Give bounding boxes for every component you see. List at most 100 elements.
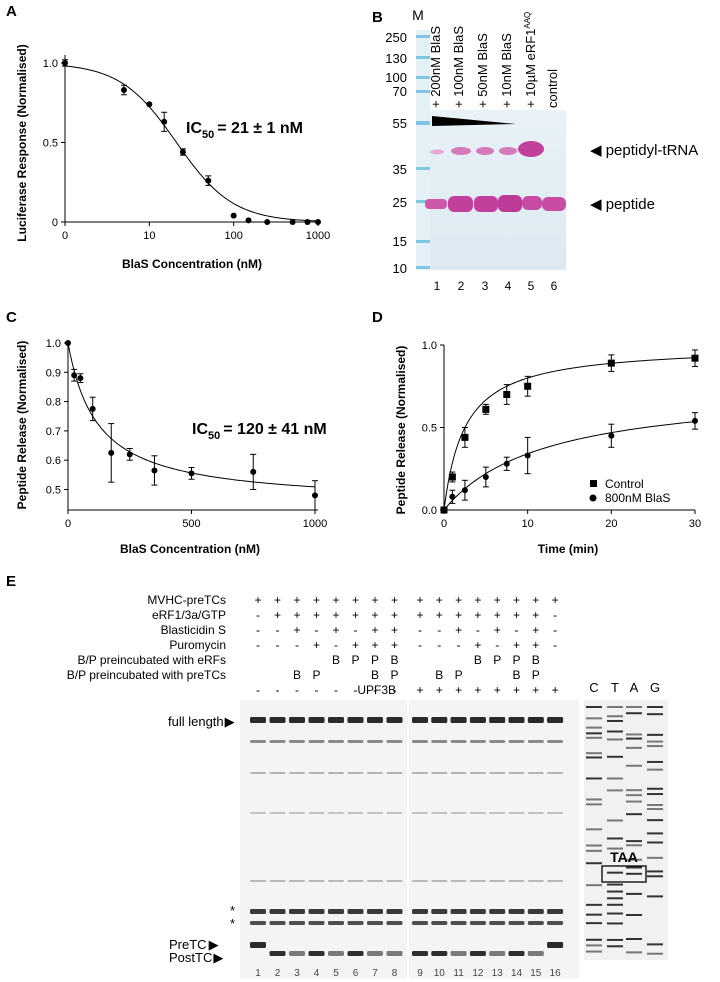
peptidyl-trna-label: ◀ peptidyl-tRNA — [590, 142, 698, 159]
condition-value: B — [512, 668, 520, 682]
posttc-band — [527, 951, 544, 956]
minor-band — [386, 880, 403, 882]
condition-value: - — [295, 683, 299, 697]
full-length-band — [289, 717, 305, 723]
panel-d-blas-data-point — [608, 432, 615, 439]
condition-value: - — [373, 683, 377, 697]
minor-band — [250, 812, 266, 814]
minor-band — [547, 880, 564, 882]
lane-number: 4 — [314, 968, 320, 979]
star-band — [431, 909, 448, 914]
panel-c-xlabel: BlaS Concentration (nM) — [120, 542, 260, 556]
star-label-1: * — [230, 903, 235, 918]
star-band — [289, 921, 305, 925]
sequencing-band — [607, 755, 623, 758]
minor-band — [450, 812, 467, 814]
minor-band — [412, 880, 428, 882]
condition-value: + — [313, 608, 320, 622]
condition-value: - — [495, 638, 499, 652]
panel-d-y-tick-label: 0.5 — [422, 423, 437, 435]
condition-value: - — [334, 638, 338, 652]
legend-square-marker — [590, 480, 597, 487]
minor-band — [250, 880, 266, 882]
star-band — [508, 921, 525, 925]
sequencing-band — [607, 730, 623, 733]
star-band — [508, 909, 525, 914]
sequencing-band — [647, 875, 663, 878]
condition-label: MVHC-preTCs — [147, 593, 226, 607]
panel-a-x-tick-label: 10 — [143, 230, 155, 242]
sequencing-band — [626, 872, 642, 875]
minor-band — [289, 880, 305, 882]
full-length-band — [547, 717, 564, 723]
star-band — [367, 921, 383, 925]
lane-numbers-b: 1 2 3 4 5 6 — [434, 279, 558, 293]
star-band — [250, 909, 266, 914]
minor-band — [469, 812, 486, 814]
sequencing-band — [586, 844, 602, 847]
minor-band — [469, 772, 486, 774]
full-length-band — [489, 717, 506, 723]
condition-value: + — [455, 593, 462, 607]
star-band — [386, 921, 403, 925]
panel-a-data-point — [245, 217, 252, 224]
pretc-label: PreTC ▶ — [169, 937, 219, 952]
condition-value: + — [513, 683, 520, 697]
condition-value: - — [256, 638, 260, 652]
panel-a-xlabel: BlaS Concentration (nM) — [122, 257, 262, 271]
condition-value: + — [494, 593, 501, 607]
full-length-band — [431, 717, 448, 723]
lane-number: 5 — [333, 968, 339, 979]
taa-label: TAA — [610, 849, 638, 865]
condition-value: + — [332, 623, 339, 637]
full-length-band — [308, 717, 325, 723]
condition-value: + — [391, 623, 398, 637]
peptide-bands — [425, 195, 566, 212]
condition-value: - — [515, 623, 519, 637]
lane-number: 4 — [505, 279, 512, 293]
condition-value: + — [474, 608, 481, 622]
panel-d-blas-data-point — [461, 487, 468, 494]
minor-band — [489, 812, 506, 814]
star-band — [308, 909, 325, 914]
condition-value: + — [552, 683, 559, 697]
full-length-band — [250, 717, 266, 723]
sequencing-bands — [586, 706, 663, 955]
panel-d-x-tick-label: 0 — [441, 518, 447, 530]
sequencing-band — [647, 832, 663, 835]
star-band — [269, 909, 286, 914]
panel-a-x-tick-label: 100 — [224, 230, 242, 242]
sequencing-band — [647, 856, 663, 859]
peptidyl-trna-bands — [430, 141, 544, 157]
panel-e-figure: MVHC-preTCs + + + + + + + + + + + + + + + +eRF1/3a/GTP - +… — [67, 593, 668, 979]
star-band — [347, 921, 364, 925]
panel-c-y-tick-label: 0.9 — [46, 367, 61, 379]
lane-header: + 50nM BlaS — [475, 33, 490, 108]
condition-value: + — [552, 593, 559, 607]
panel-c-y-tick-label: 0.7 — [46, 426, 61, 438]
condition-value: P — [493, 653, 501, 667]
panel-a-data-point — [161, 118, 168, 125]
marker-size-label: 55 — [393, 116, 407, 131]
panel-c-y-tick-label: 0.5 — [46, 484, 61, 496]
panel-d-chart: Peptide Release (Normalised) Time (min) … — [394, 340, 701, 556]
condition-value: - — [476, 623, 480, 637]
marker-size-label: 250 — [385, 30, 407, 45]
marker-size-label: 25 — [393, 195, 407, 210]
lane-headers: + 200nM BlaS + 100nM BlaS + 50nM BlaS + 10n… — [428, 12, 560, 108]
sequencing-band — [647, 804, 663, 807]
sequencing-band — [607, 789, 623, 792]
condition-value: + — [513, 593, 520, 607]
condition-label: eRF1/3a/GTP — [152, 608, 226, 622]
sequencing-lane-label: C — [589, 680, 598, 695]
minor-band — [328, 880, 344, 882]
condition-value: + — [455, 608, 462, 622]
sequencing-band — [607, 903, 623, 906]
minor-band — [250, 740, 266, 743]
minor-band — [489, 880, 506, 882]
condition-value: - — [354, 683, 358, 697]
condition-value: + — [532, 683, 539, 697]
full-length-band — [269, 717, 286, 723]
panel-c-data-point — [71, 372, 78, 379]
minor-band — [308, 880, 325, 882]
